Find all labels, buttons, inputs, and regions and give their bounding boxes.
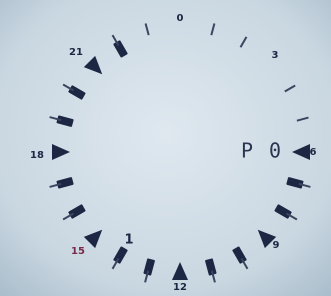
- page: 036912151821 P 0 1 (() => { const data =…: [0, 0, 331, 296]
- dial-label: 9: [273, 240, 280, 251]
- dial-label: 12: [173, 282, 187, 293]
- dial-label: 3: [272, 50, 279, 61]
- dial-label: 0: [177, 13, 184, 24]
- dial-label: 6: [310, 147, 317, 158]
- dial-label: 18: [30, 150, 44, 161]
- indicator-digit: 1: [124, 233, 133, 248]
- dial-label: 15: [71, 246, 85, 257]
- dial-label: 21: [69, 47, 83, 58]
- segment-display: P 0: [241, 139, 283, 163]
- lcd-dial: 0 3 6 9 12 15 18 21 P 0 1: [0, 0, 331, 296]
